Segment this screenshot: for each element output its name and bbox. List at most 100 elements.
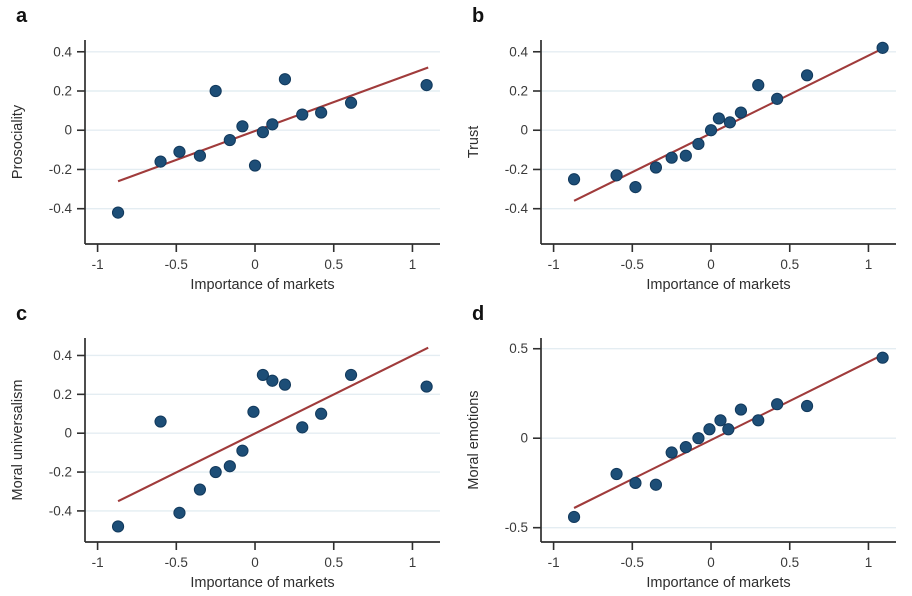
y-tick-label: 0 [520, 431, 528, 446]
data-point [876, 41, 889, 54]
x-tick-label: -0.5 [621, 257, 644, 272]
data-point [567, 173, 581, 186]
data-point [266, 374, 279, 387]
data-point [296, 421, 309, 434]
y-tick-label: -0.2 [505, 162, 528, 177]
x-tick-label: 1 [409, 555, 417, 570]
x-tick-label: 0 [707, 257, 715, 272]
x-tick-label: -0.5 [621, 555, 644, 570]
data-point [771, 92, 784, 105]
panel-b: b -0.4 -0.2 0 0.2 0.4 -1 -0.5 0 0.5 1 Importance o… [456, 0, 912, 298]
panel-a: a -0.4 -0.2 0 0.2 0.4 -1 -0.5 0 0.5 1 Importance o… [0, 0, 456, 298]
panel-d: d -0.5 0 0.5 -1 -0.5 0 0.5 1 Importance of marke… [456, 298, 912, 596]
data-point [247, 405, 260, 418]
data-point [236, 120, 249, 133]
y-tick-label: 0.2 [53, 387, 72, 402]
y-tick-label: -0.2 [49, 465, 72, 480]
panel-c: c -0.4 -0.2 0 0.2 0.4 -1 -0.5 0 0.5 1 Importance o… [0, 298, 456, 596]
y-axis-title: Trust [466, 126, 482, 159]
data-point [256, 126, 269, 139]
x-tick-label: -1 [92, 257, 104, 272]
data-point [692, 432, 705, 445]
data-point [278, 378, 292, 391]
data-point [256, 368, 269, 382]
data-point [154, 155, 167, 168]
x-tick-label: 0.5 [324, 257, 343, 272]
y-tick-label: -0.4 [49, 201, 73, 216]
y-tick-label: 0.2 [509, 84, 528, 99]
panel-label-c: c [16, 303, 28, 325]
data-point [722, 423, 735, 436]
y-tick-label: 0 [520, 123, 528, 138]
data-point [193, 483, 207, 496]
data-point [344, 368, 358, 382]
y-tick-label: 0.4 [53, 348, 72, 363]
panel-label-b: b [472, 5, 485, 27]
data-point [420, 380, 433, 393]
data-point [610, 467, 623, 481]
data-point [752, 414, 765, 427]
data-point [876, 351, 889, 364]
x-tick-label: 1 [865, 257, 873, 272]
y-tick-label: 0 [64, 123, 72, 138]
data-point [315, 106, 328, 119]
x-axis-title: Importance of markets [646, 277, 790, 293]
y-tick-label: -0.5 [505, 520, 528, 535]
data-point [567, 510, 581, 524]
data-point [704, 124, 718, 137]
data-point [800, 69, 814, 82]
y-tick-label: 0.5 [509, 341, 528, 356]
data-point [679, 441, 692, 454]
x-tick-label: -0.5 [165, 257, 188, 272]
x-axis-title: Importance of markets [646, 575, 790, 591]
data-point [111, 520, 125, 533]
scatter-chart-trust: -0.4 -0.2 0 0.2 0.4 -1 -0.5 0 0.5 1 Importance of … [466, 40, 896, 293]
y-tick-label: 0.4 [509, 44, 528, 59]
data-point [714, 414, 727, 427]
x-tick-label: 0 [251, 555, 259, 570]
data-point [344, 96, 358, 109]
x-axis-title: Importance of markets [190, 277, 334, 293]
data-point [703, 423, 716, 436]
data-point [173, 145, 186, 158]
data-point [173, 506, 186, 519]
x-tick-label: -1 [548, 257, 560, 272]
data-point [692, 137, 705, 151]
data-point [111, 206, 125, 219]
data-point [154, 415, 167, 428]
y-tick-label: -0.2 [49, 162, 72, 177]
data-point [193, 149, 207, 162]
y-tick-label: 0 [64, 426, 72, 441]
y-axis-title: Moral universalism [10, 380, 26, 501]
x-tick-label: -1 [548, 555, 560, 570]
x-tick-label: 0.5 [780, 555, 799, 570]
x-tick-label: 1 [865, 555, 873, 570]
data-point [629, 181, 642, 194]
data-point [236, 444, 249, 457]
data-point [800, 399, 814, 413]
data-point [771, 398, 784, 411]
y-tick-label: -0.4 [505, 201, 529, 216]
data-point [734, 403, 748, 416]
y-tick-label: 0.2 [53, 84, 72, 99]
data-point [315, 407, 328, 420]
x-tick-label: 0.5 [780, 257, 799, 272]
data-point [296, 108, 309, 121]
scatter-chart-moral-universalism: -0.4 -0.2 0 0.2 0.4 -1 -0.5 0 0.5 1 Importance of … [10, 338, 440, 591]
x-axis-title: Importance of markets [190, 575, 334, 591]
data-point [610, 169, 623, 182]
data-point [679, 149, 692, 162]
y-tick-label: -0.4 [49, 503, 73, 518]
panel-label-a: a [16, 5, 28, 27]
data-point [723, 116, 737, 129]
y-tick-label: 0.4 [53, 44, 72, 59]
data-point [223, 133, 236, 147]
data-point [248, 159, 262, 172]
data-point [752, 79, 765, 92]
data-point [649, 161, 663, 174]
x-tick-label: 0 [707, 555, 715, 570]
y-axis-title: Prosociality [10, 104, 26, 179]
x-tick-label: -0.5 [165, 555, 188, 570]
data-point [420, 79, 433, 92]
